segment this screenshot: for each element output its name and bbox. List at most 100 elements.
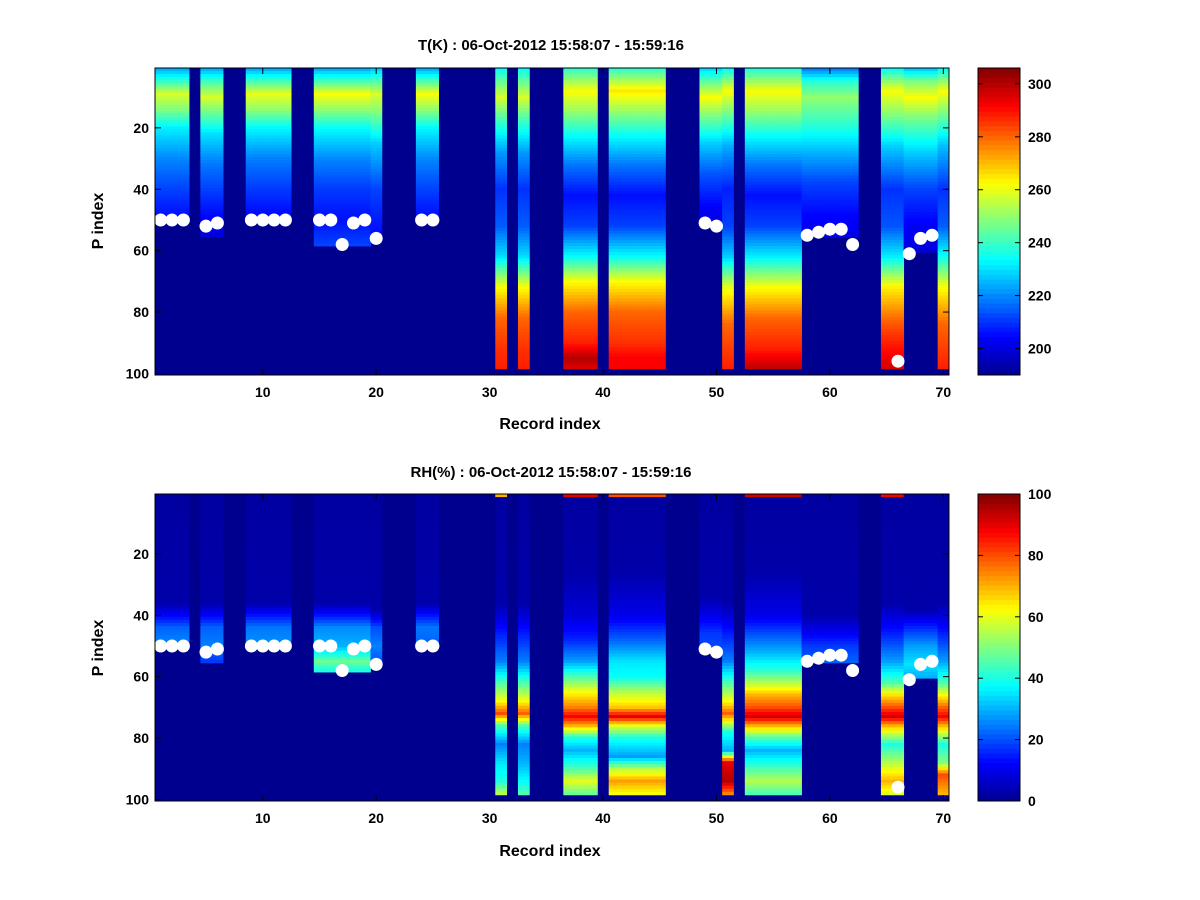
heatmap-cell (336, 129, 349, 133)
heatmap-cell (370, 561, 383, 566)
heatmap-cell (313, 530, 326, 535)
heatmap-cell (767, 285, 780, 290)
heatmap-cell (608, 138, 621, 143)
heatmap-cell (574, 319, 587, 324)
heatmap-cell (200, 576, 213, 581)
heatmap-cell (914, 74, 927, 78)
heatmap-cell (586, 561, 598, 566)
heatmap-cell (642, 141, 655, 146)
heatmap-cell (257, 558, 269, 562)
heatmap-cell (756, 166, 768, 170)
heatmap-cell (654, 267, 666, 272)
heatmap-cell (245, 147, 258, 152)
heatmap-cell (767, 203, 780, 207)
heatmap-cell (415, 163, 428, 167)
heatmap-cell (586, 141, 598, 146)
heatmap-cell (495, 301, 508, 305)
heatmap-cell (586, 89, 598, 93)
heatmap-cell (563, 344, 576, 348)
heatmap-cell (586, 98, 598, 103)
heatmap-cell (563, 98, 576, 103)
heatmap-cell (313, 77, 326, 81)
heatmap-cell (801, 141, 814, 146)
heatmap-cell (574, 233, 587, 238)
heatmap-cell (790, 316, 802, 321)
heatmap-cell (608, 748, 621, 753)
heatmap-cell (325, 494, 337, 498)
heatmap-cell (347, 509, 360, 513)
heatmap-cell (359, 157, 371, 161)
heatmap-cell (563, 353, 576, 357)
heatmap-cell (846, 203, 859, 207)
heatmap-cell (710, 132, 723, 136)
heatmap-cell (846, 120, 859, 124)
heatmap-cell (563, 221, 576, 225)
heatmap-cell (880, 233, 893, 238)
colorbar-swatch (978, 72, 1020, 79)
heatmap-cell (495, 126, 508, 130)
heatmap-cell (517, 558, 530, 562)
heatmap-cell (359, 616, 371, 621)
heatmap-cell (574, 727, 587, 731)
heatmap-cell (620, 212, 632, 216)
heatmap-cell (415, 536, 428, 541)
heatmap-cell (370, 212, 383, 216)
heatmap-cell (778, 98, 791, 103)
heatmap-cell (563, 561, 576, 566)
heatmap-cell (586, 536, 598, 541)
heatmap-cell (722, 126, 734, 130)
heatmap-cell (211, 604, 224, 608)
heatmap-cell (880, 258, 893, 262)
heatmap-cell (495, 255, 508, 259)
heatmap-cell (495, 754, 508, 759)
heatmap-cell (177, 558, 190, 562)
heatmap-cell (756, 101, 768, 106)
heatmap-cell (586, 80, 598, 84)
heatmap-cell (495, 261, 508, 265)
heatmap-cell (166, 74, 179, 78)
heatmap-cell (642, 120, 655, 124)
heatmap-cell (155, 157, 167, 161)
heatmap-cell (880, 236, 893, 241)
heatmap-cell (846, 172, 859, 176)
heatmap-cell (926, 150, 939, 155)
heatmap-cell (654, 236, 666, 241)
heatmap-cell (313, 583, 326, 587)
heatmap-cell (495, 530, 508, 535)
heatmap-cell (495, 549, 508, 553)
heatmap-cell (325, 598, 337, 602)
heatmap-cell (767, 292, 780, 296)
heatmap-cell (642, 258, 655, 262)
colorbar-swatch (978, 87, 1020, 93)
heatmap-cell (166, 160, 179, 164)
heatmap-cell (722, 101, 734, 106)
heatmap-cell (257, 503, 269, 507)
heatmap-cell (722, 221, 734, 225)
heatmap-cell (200, 500, 213, 504)
heatmap-cell (835, 98, 848, 103)
heatmap-cell (937, 242, 950, 247)
heatmap-cell (370, 616, 383, 621)
heatmap-cell (846, 181, 859, 186)
heatmap-cell (245, 567, 258, 572)
heatmap-cell (574, 86, 587, 90)
heatmap-cell (370, 104, 383, 109)
heatmap-cell (744, 350, 757, 354)
heatmap-cell (200, 509, 213, 513)
heatmap-cell (937, 178, 950, 182)
heatmap-cell (155, 175, 167, 179)
heatmap-cell (415, 71, 428, 75)
heatmap-cell (631, 95, 644, 100)
heatmap-cell (313, 509, 326, 513)
heatmap-cell (608, 672, 621, 676)
heatmap-cell (166, 181, 179, 186)
heatmap-cell (325, 206, 337, 210)
heatmap-cell (631, 160, 644, 164)
heatmap-cell (166, 86, 179, 90)
heatmap-cell (767, 132, 780, 136)
heatmap-cell (563, 558, 576, 562)
heatmap-cell (835, 92, 848, 97)
heatmap-cell (427, 132, 439, 136)
heatmap-cell (245, 144, 258, 149)
